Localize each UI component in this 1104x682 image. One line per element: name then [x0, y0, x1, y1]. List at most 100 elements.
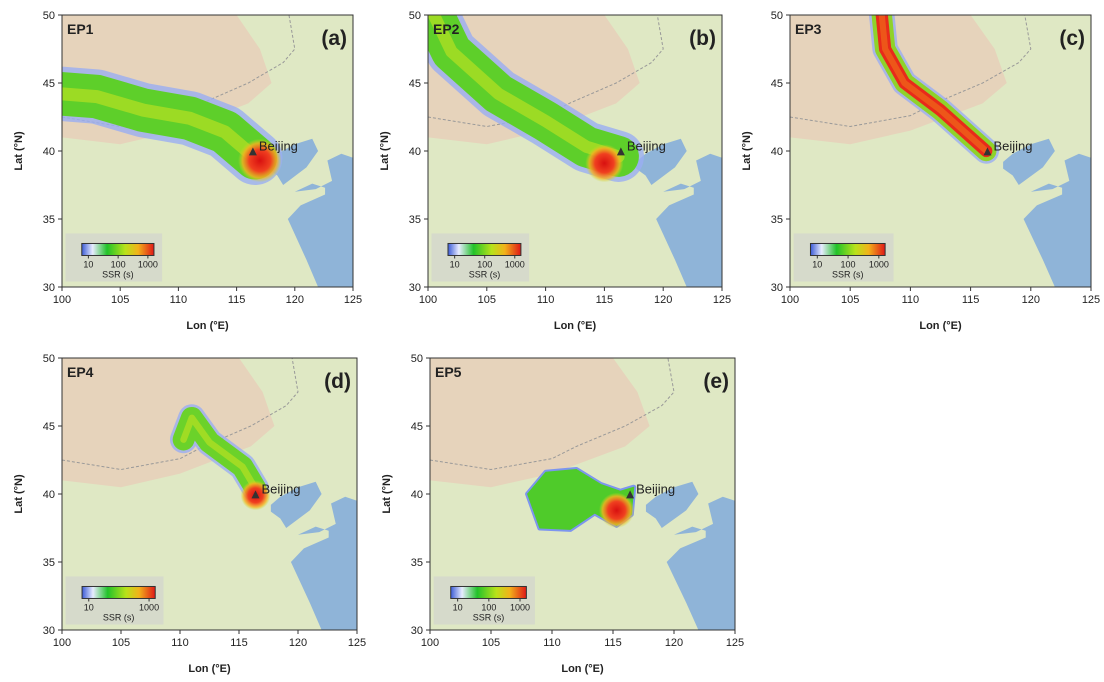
- episode-label: EP5: [435, 364, 462, 380]
- episode-label: EP4: [67, 364, 94, 380]
- x-tick-label: 115: [230, 637, 248, 649]
- x-tick-label: 110: [170, 294, 188, 306]
- colorbar-label: SSR (s): [102, 269, 134, 279]
- hotspot: [585, 144, 623, 182]
- x-tick-label: 115: [604, 637, 622, 649]
- x-tick-label: 105: [841, 294, 859, 306]
- y-tick-label: 35: [411, 557, 423, 569]
- x-tick-label: 100: [53, 637, 71, 649]
- y-tick-label: 40: [43, 146, 55, 158]
- x-axis-label: Lon (°E): [188, 663, 231, 675]
- x-tick-label: 105: [478, 294, 496, 306]
- y-axis-label: Lat (°N): [381, 474, 393, 514]
- colorbar-tick-label: 1000: [510, 602, 530, 612]
- colorbar-tick-label: 1000: [505, 259, 525, 269]
- colorbar-tick-label: 1000: [869, 259, 889, 269]
- colorbar-tick-label: 100: [841, 259, 856, 269]
- x-axis-label: Lon (°E): [919, 320, 962, 332]
- panel-letter: (a): [321, 27, 347, 50]
- x-axis-label: Lon (°E): [186, 320, 229, 332]
- x-tick-label: 110: [902, 294, 920, 306]
- x-tick-label: 105: [111, 294, 129, 306]
- x-tick-label: 120: [654, 294, 672, 306]
- site-label: Beijing: [627, 138, 666, 153]
- y-tick-label: 40: [43, 489, 55, 501]
- x-tick-label: 100: [419, 294, 437, 306]
- y-tick-label: 50: [411, 353, 423, 365]
- colorbar: [448, 243, 521, 255]
- y-tick-label: 50: [771, 10, 783, 22]
- colorbar-label: SSR (s): [473, 612, 505, 622]
- x-tick-label: 110: [537, 294, 555, 306]
- colorbar-tick-label: 1000: [139, 602, 159, 612]
- colorbar-tick-label: 10: [812, 259, 822, 269]
- episode-label: EP2: [433, 21, 460, 37]
- panel-letter: (b): [689, 27, 716, 50]
- figure: Beijing101001000SSR (s)EP1(a)10010511011…: [0, 0, 1104, 682]
- y-axis-label: Lat (°N): [13, 474, 25, 514]
- colorbar-tick-label: 1000: [138, 259, 158, 269]
- x-tick-label: 120: [1022, 294, 1040, 306]
- x-tick-label: 120: [286, 294, 304, 306]
- x-tick-label: 100: [781, 294, 799, 306]
- x-tick-label: 115: [228, 294, 246, 306]
- site-label: Beijing: [259, 138, 298, 153]
- y-tick-label: 35: [43, 214, 55, 226]
- colorbar: [82, 243, 154, 255]
- colorbar: [82, 586, 155, 598]
- y-tick-label: 35: [771, 214, 783, 226]
- colorbar-label: SSR (s): [103, 612, 135, 622]
- colorbar: [810, 243, 885, 255]
- y-tick-label: 30: [409, 282, 421, 294]
- y-tick-label: 45: [411, 421, 423, 433]
- x-tick-label: 100: [421, 637, 439, 649]
- site-label: Beijing: [262, 481, 301, 496]
- y-tick-label: 45: [43, 421, 55, 433]
- x-tick-label: 110: [543, 637, 561, 649]
- y-tick-label: 50: [43, 353, 55, 365]
- colorbar-tick-label: 100: [481, 602, 496, 612]
- x-tick-label: 120: [289, 637, 307, 649]
- x-axis-label: Lon (°E): [554, 320, 597, 332]
- panel-letter: (e): [703, 370, 729, 393]
- y-tick-label: 30: [43, 282, 55, 294]
- y-tick-label: 50: [43, 10, 55, 22]
- map-body: Beijing 10 1000 SSR (s): [62, 358, 357, 630]
- x-axis-label: Lon (°E): [561, 663, 604, 675]
- y-tick-label: 35: [43, 557, 55, 569]
- x-tick-label: 125: [726, 637, 744, 649]
- y-axis-label: Lat (°N): [13, 131, 25, 171]
- x-tick-label: 125: [348, 637, 366, 649]
- y-tick-label: 45: [43, 78, 55, 90]
- y-tick-label: 50: [409, 10, 421, 22]
- x-tick-label: 100: [53, 294, 71, 306]
- y-tick-label: 30: [43, 625, 55, 637]
- colorbar-tick-label: 10: [84, 602, 94, 612]
- y-tick-label: 30: [771, 282, 783, 294]
- x-tick-label: 115: [962, 294, 980, 306]
- x-tick-label: 125: [713, 294, 731, 306]
- y-tick-label: 35: [409, 214, 421, 226]
- y-tick-label: 40: [411, 489, 423, 501]
- y-tick-label: 30: [411, 625, 423, 637]
- episode-label: EP3: [795, 21, 822, 37]
- y-axis-label: Lat (°N): [741, 131, 753, 171]
- x-tick-label: 110: [171, 637, 189, 649]
- y-tick-label: 45: [771, 78, 783, 90]
- y-tick-label: 40: [409, 146, 421, 158]
- colorbar-tick-label: 10: [450, 259, 460, 269]
- x-tick-label: 125: [344, 294, 362, 306]
- map-panel: Beijing101001000SSR (s)EP3(c)10010511011…: [741, 10, 1100, 332]
- x-tick-label: 125: [1082, 294, 1100, 306]
- colorbar: [451, 586, 527, 598]
- y-tick-label: 45: [409, 78, 421, 90]
- y-tick-label: 40: [771, 146, 783, 158]
- colorbar-tick-label: 10: [453, 602, 463, 612]
